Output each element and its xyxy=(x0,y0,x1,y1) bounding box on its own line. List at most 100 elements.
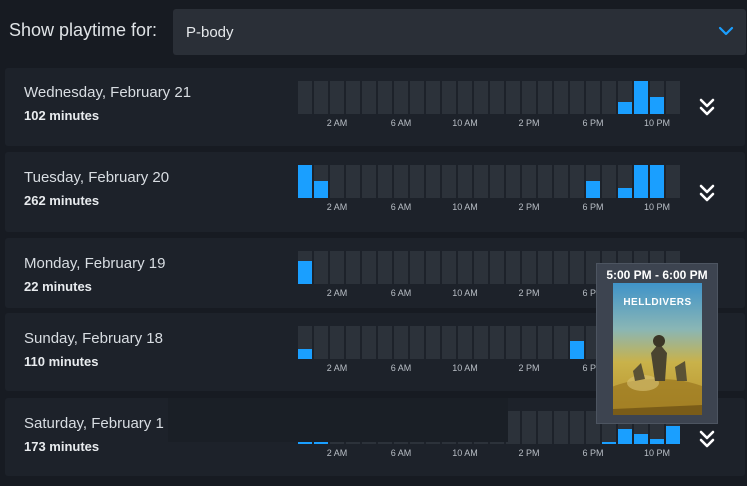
hour-tick-label: 2 PM xyxy=(518,448,540,458)
hour-bar[interactable] xyxy=(314,326,328,359)
hour-bar[interactable] xyxy=(554,81,568,114)
hour-bar[interactable] xyxy=(346,165,360,198)
hour-bar[interactable] xyxy=(666,165,680,198)
hour-bar[interactable] xyxy=(362,326,376,359)
hour-bar[interactable] xyxy=(474,81,488,114)
hour-bar[interactable] xyxy=(474,326,488,359)
hour-bar[interactable] xyxy=(538,165,552,198)
hour-bar[interactable] xyxy=(570,81,584,114)
hour-bar[interactable] xyxy=(298,326,312,359)
hour-bar[interactable] xyxy=(522,411,536,444)
hour-bar[interactable] xyxy=(314,251,328,284)
hour-bar[interactable] xyxy=(618,165,632,198)
hour-bar[interactable] xyxy=(506,165,520,198)
hour-bar-fill xyxy=(634,165,648,198)
hour-bar[interactable] xyxy=(586,165,600,198)
hour-bar[interactable] xyxy=(378,81,392,114)
hour-bar[interactable] xyxy=(442,326,456,359)
hour-bar[interactable] xyxy=(554,165,568,198)
hour-bar[interactable] xyxy=(602,81,616,114)
hour-bar[interactable] xyxy=(362,81,376,114)
hour-bar[interactable] xyxy=(490,326,504,359)
hour-bar[interactable] xyxy=(634,81,648,114)
hour-bar[interactable] xyxy=(666,81,680,114)
hour-bar[interactable] xyxy=(554,326,568,359)
hour-bar[interactable] xyxy=(426,165,440,198)
hour-bar[interactable] xyxy=(650,81,664,114)
expand-icon[interactable] xyxy=(697,182,717,204)
expand-icon[interactable] xyxy=(697,96,717,118)
hour-bar[interactable] xyxy=(330,165,344,198)
hour-bar[interactable] xyxy=(490,81,504,114)
hour-bar[interactable] xyxy=(394,326,408,359)
hour-bar[interactable] xyxy=(298,251,312,284)
hour-bar[interactable] xyxy=(490,251,504,284)
hour-bar[interactable] xyxy=(522,326,536,359)
hour-bar[interactable] xyxy=(474,251,488,284)
hour-bar[interactable] xyxy=(378,326,392,359)
hour-bar[interactable] xyxy=(538,251,552,284)
hour-bar[interactable] xyxy=(506,81,520,114)
hour-bar[interactable] xyxy=(298,81,312,114)
hour-tooltip: 5:00 PM - 6:00 PM xyxy=(596,263,718,424)
hour-bar[interactable] xyxy=(538,326,552,359)
hour-bar[interactable] xyxy=(586,81,600,114)
hour-bar[interactable] xyxy=(394,251,408,284)
hour-bar[interactable] xyxy=(602,165,616,198)
hour-bar[interactable] xyxy=(442,165,456,198)
hour-bar[interactable] xyxy=(346,251,360,284)
hour-bar[interactable] xyxy=(314,165,328,198)
hour-bar[interactable] xyxy=(378,165,392,198)
hour-bar[interactable] xyxy=(634,165,648,198)
hour-bar[interactable] xyxy=(426,326,440,359)
hour-bar[interactable] xyxy=(330,81,344,114)
hour-bar[interactable] xyxy=(458,326,472,359)
hour-bar[interactable] xyxy=(394,165,408,198)
hour-bar[interactable] xyxy=(378,251,392,284)
hour-tick-label: 10 AM xyxy=(452,118,478,128)
hour-bar[interactable] xyxy=(314,81,328,114)
hour-bar[interactable] xyxy=(458,251,472,284)
hour-bar[interactable] xyxy=(362,165,376,198)
hour-bar[interactable] xyxy=(410,251,424,284)
hour-bar[interactable] xyxy=(522,251,536,284)
hour-bar[interactable] xyxy=(426,81,440,114)
hour-bar[interactable] xyxy=(442,81,456,114)
hour-bar[interactable] xyxy=(522,81,536,114)
hour-bar[interactable] xyxy=(554,411,568,444)
hour-bar[interactable] xyxy=(346,326,360,359)
hour-bar[interactable] xyxy=(410,326,424,359)
hour-bar[interactable] xyxy=(538,411,552,444)
hour-tick-label: 6 PM xyxy=(582,118,604,128)
day-minutes: 110 minutes xyxy=(24,354,99,369)
hour-bar[interactable] xyxy=(650,165,664,198)
hour-bar[interactable] xyxy=(570,326,584,359)
hour-bar[interactable] xyxy=(554,251,568,284)
expand-icon[interactable] xyxy=(697,428,717,450)
hour-bar[interactable] xyxy=(442,251,456,284)
hour-bar[interactable] xyxy=(570,165,584,198)
hour-bar[interactable] xyxy=(330,326,344,359)
account-select[interactable]: P-body xyxy=(173,9,746,55)
hour-bar[interactable] xyxy=(506,251,520,284)
hour-bar[interactable] xyxy=(506,411,520,444)
hour-bar[interactable] xyxy=(394,81,408,114)
hour-bar[interactable] xyxy=(298,165,312,198)
hour-bar[interactable] xyxy=(330,251,344,284)
hour-bar[interactable] xyxy=(410,165,424,198)
hour-bar[interactable] xyxy=(570,411,584,444)
hour-bar[interactable] xyxy=(490,165,504,198)
hour-bar[interactable] xyxy=(458,81,472,114)
hour-bar[interactable] xyxy=(522,165,536,198)
hour-bar[interactable] xyxy=(570,251,584,284)
hour-bar[interactable] xyxy=(506,326,520,359)
hour-bar[interactable] xyxy=(410,81,424,114)
hour-bar[interactable] xyxy=(538,81,552,114)
hour-bar[interactable] xyxy=(474,165,488,198)
hour-bar[interactable] xyxy=(346,81,360,114)
hour-bar[interactable] xyxy=(458,165,472,198)
hour-bar[interactable] xyxy=(618,81,632,114)
hour-bar[interactable] xyxy=(362,251,376,284)
hour-bar[interactable] xyxy=(426,251,440,284)
